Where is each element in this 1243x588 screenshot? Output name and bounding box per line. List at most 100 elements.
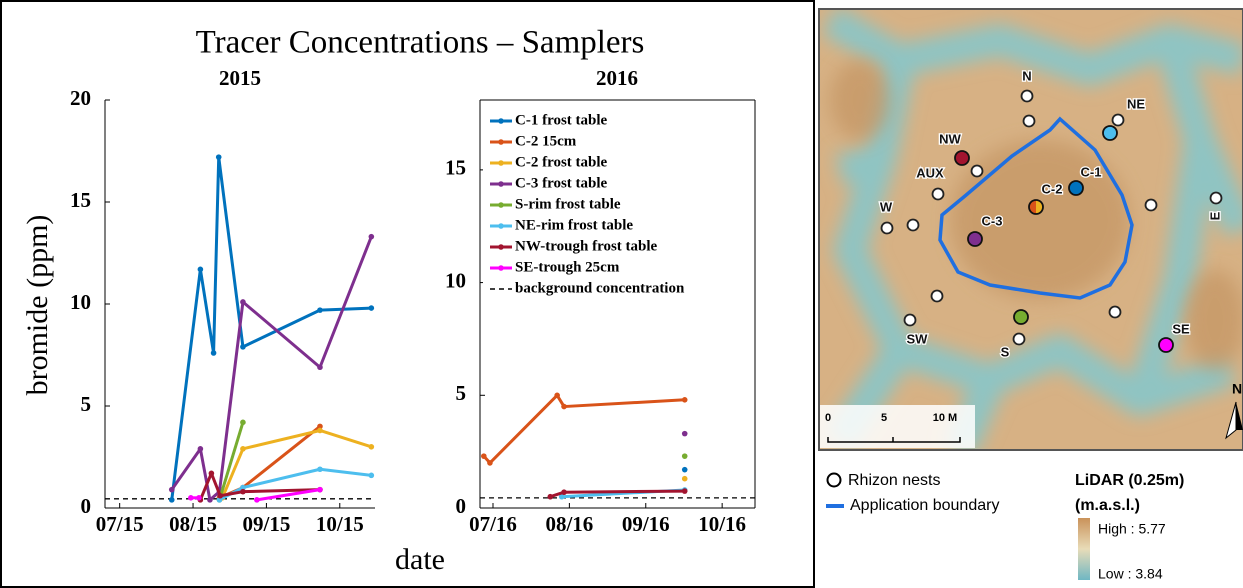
y-tick-label: 10 — [70, 290, 91, 314]
y-tick-label: 5 — [456, 381, 467, 405]
data-point — [368, 472, 375, 479]
rhizon-nest — [1012, 332, 1026, 346]
series-line — [218, 421, 245, 501]
data-point — [368, 444, 375, 450]
legend-marker — [498, 181, 504, 187]
data-point — [368, 233, 375, 240]
x-tick-label: 08/16 — [545, 512, 593, 536]
rhizon-nest — [880, 221, 894, 235]
north-arrow: N — [1225, 381, 1243, 440]
legend-label: C-2 15cm — [515, 133, 577, 149]
series-line — [256, 488, 321, 502]
north-label: N — [1232, 381, 1242, 397]
legend-label: S-rim frost table — [515, 196, 621, 212]
data-point — [196, 495, 202, 501]
data-point — [168, 486, 175, 493]
data-point — [317, 364, 323, 371]
rhizon-nest — [1144, 198, 1158, 212]
rhizon-nest — [1111, 113, 1125, 127]
y-tick-label: 20 — [70, 86, 91, 110]
site-labels: N NE NW AUX C-1 C-2 W C-3 E SW S SE — [879, 67, 1224, 361]
charts: Tracer Concentrations – Samplers bromide… — [21, 25, 756, 576]
legend-marker — [498, 160, 504, 166]
legend-label: Low : 3.84 — [1098, 566, 1163, 582]
rhizon-nest — [930, 289, 944, 303]
plot: 2015 0 5 10 15 20 07/15 08/15 09/15 10/15 — [70, 66, 375, 536]
data-point — [317, 466, 323, 473]
data-point — [197, 266, 204, 273]
x-tick-label: 09/16 — [622, 512, 670, 536]
site-label: NW — [939, 131, 961, 146]
legend-label: C-3 frost table — [515, 175, 608, 191]
legend-label: Application boundary — [850, 497, 999, 514]
legend-marker — [498, 118, 504, 124]
data-point — [208, 470, 215, 477]
site-label: S — [1001, 344, 1010, 359]
site-label: C-1 — [1081, 164, 1102, 179]
data-point — [217, 492, 223, 499]
x-tick-label: 10/15 — [316, 512, 364, 536]
data-point — [481, 453, 487, 459]
data-point — [681, 488, 688, 494]
data-point — [240, 446, 246, 452]
legend-title: (m.a.s.l.) — [1075, 497, 1140, 514]
data-point — [240, 488, 246, 495]
subplot-title: 2016 — [596, 66, 638, 90]
legend-label: SE-trough 25cm — [515, 259, 620, 275]
site-label: SE — [1172, 321, 1190, 336]
map-legend: Rhizon nests Application boundary LiDAR … — [826, 472, 1184, 582]
x-tick-label: 07/15 — [96, 512, 144, 536]
data-point — [487, 460, 493, 466]
data-point — [240, 419, 246, 426]
data-point — [207, 497, 213, 503]
legend-label: NE-rim frost table — [515, 217, 633, 233]
scale-bar: 0 5 10 M — [820, 405, 975, 448]
legend-label: background concentration — [515, 280, 685, 296]
x-axis-label: date — [395, 543, 445, 576]
figure-title: Tracer Concentrations – Samplers — [196, 25, 645, 61]
data-point — [210, 350, 217, 356]
rhizon-nest — [1022, 114, 1036, 128]
x-tick-label: 09/15 — [242, 512, 290, 536]
x-tick-label: 07/16 — [469, 512, 517, 536]
site-label: C-2 — [1042, 181, 1063, 196]
site-label: SW — [907, 331, 929, 346]
series-line — [221, 428, 372, 499]
data-point — [554, 392, 560, 399]
site-label: E — [1207, 211, 1222, 220]
data-point — [197, 446, 204, 452]
site-label: N — [1022, 68, 1031, 83]
data-point — [317, 307, 323, 313]
y-tick-label: 15 — [70, 188, 91, 212]
sampler-site — [1068, 180, 1084, 196]
y-tick-label: 0 — [81, 494, 92, 518]
y-tick-label: 10 — [445, 268, 466, 292]
data-point — [681, 475, 688, 482]
data-point — [240, 484, 246, 491]
legend-marker — [498, 223, 504, 229]
rhizon-nest — [906, 218, 920, 232]
data-point — [681, 453, 688, 459]
x-tick-label: 10/16 — [698, 512, 746, 536]
rhizon-nest — [903, 313, 917, 327]
scale-label: 0 — [825, 412, 831, 424]
sampler-site — [1158, 337, 1174, 353]
subplot-title: 2015 — [219, 66, 261, 90]
legend-label: C-2 frost table — [515, 154, 608, 170]
data-point — [188, 495, 194, 501]
rhizon-nest — [931, 187, 945, 201]
legend-label: High : 5.77 — [1098, 521, 1166, 537]
data-point — [215, 154, 222, 160]
sampler-site — [967, 231, 983, 247]
legend-marker — [498, 244, 504, 250]
data-point — [547, 493, 554, 500]
site-label: W — [880, 199, 893, 214]
sampler-site — [1013, 309, 1029, 325]
sampler-outline — [1028, 199, 1044, 215]
y-axis-label: bromide (ppm) — [21, 215, 54, 396]
legend-label: NW-trough frost table — [515, 238, 658, 254]
sampler-site — [1102, 125, 1118, 141]
legend-marker — [498, 202, 504, 208]
scale-label: 10 M — [933, 412, 957, 424]
